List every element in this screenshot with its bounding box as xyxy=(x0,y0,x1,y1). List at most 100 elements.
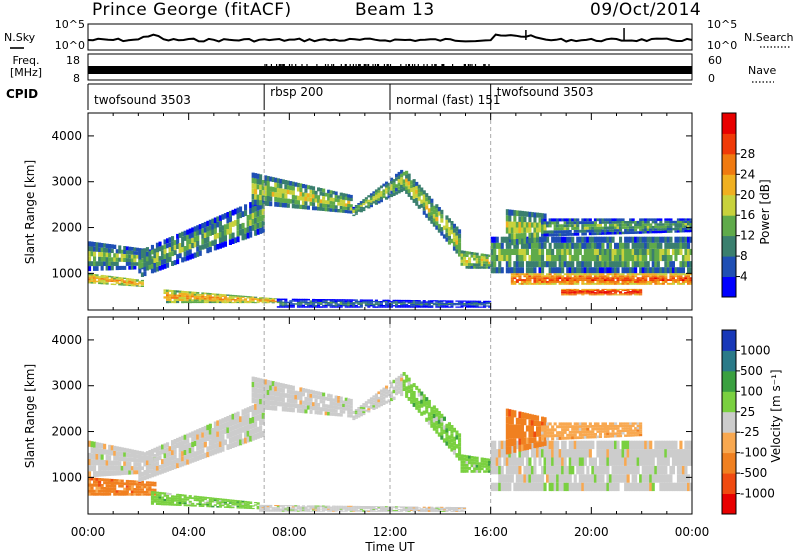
range-cell xyxy=(624,255,628,262)
range-cell xyxy=(286,203,290,208)
range-cell xyxy=(103,465,107,471)
range-cell xyxy=(392,305,396,307)
range-cell xyxy=(382,508,386,509)
range-cell xyxy=(621,231,625,235)
range-cell xyxy=(596,223,600,227)
range-cell xyxy=(312,509,316,511)
range-cell xyxy=(475,258,479,261)
range-cell xyxy=(234,424,238,430)
range-cell xyxy=(687,255,691,262)
range-cell xyxy=(513,227,517,234)
range-cell xyxy=(349,304,353,307)
range-cell xyxy=(427,195,431,200)
range-cell xyxy=(614,231,618,235)
range-cell xyxy=(687,230,691,233)
range-cell xyxy=(198,301,202,304)
range-cell xyxy=(231,436,235,443)
range-cell xyxy=(319,203,323,207)
range-cell xyxy=(598,242,602,249)
range-cell xyxy=(624,279,628,281)
range-cell xyxy=(425,301,429,303)
range-cell xyxy=(259,174,263,180)
range-cell xyxy=(299,400,303,405)
range-cell xyxy=(332,401,336,406)
range-cell xyxy=(100,478,104,482)
range-cell xyxy=(681,261,685,268)
range-cell xyxy=(271,510,275,512)
range-cell xyxy=(216,501,220,503)
range-cell xyxy=(105,252,109,258)
range-cell xyxy=(385,302,389,304)
range-cell xyxy=(480,258,484,262)
range-cell xyxy=(281,298,285,301)
range-cell xyxy=(593,292,597,294)
range-cell xyxy=(452,510,456,512)
range-cell xyxy=(347,398,351,402)
range-cell xyxy=(412,179,416,184)
range-cell xyxy=(196,230,200,236)
range-cell xyxy=(286,507,290,509)
range-cell xyxy=(239,422,243,428)
range-cell xyxy=(616,226,620,230)
range-cell xyxy=(493,248,497,255)
range-cell xyxy=(256,382,260,389)
range-cell xyxy=(568,261,572,268)
range-cell xyxy=(608,294,612,296)
range-cell xyxy=(367,507,371,508)
range-cell xyxy=(583,224,587,227)
range-cell xyxy=(641,273,645,276)
range-cell xyxy=(249,202,253,208)
range-cell xyxy=(206,497,210,499)
range-cell xyxy=(568,242,572,249)
frequency-dot xyxy=(442,64,444,66)
range-cell xyxy=(98,279,102,281)
range-cell xyxy=(676,223,680,226)
range-cell xyxy=(649,225,653,229)
range-cell xyxy=(88,489,92,493)
range-cell xyxy=(546,221,550,225)
range-cell xyxy=(339,413,343,417)
range-cell xyxy=(181,247,185,253)
range-cell xyxy=(377,399,381,403)
range-cell xyxy=(161,468,165,474)
range-cell xyxy=(473,456,477,460)
range-cell xyxy=(390,306,394,308)
range-cell xyxy=(213,223,217,229)
range-cell xyxy=(563,279,567,281)
range-cell xyxy=(279,183,283,189)
range-cell xyxy=(208,299,212,302)
range-cell xyxy=(523,222,527,228)
frequency-dot xyxy=(372,64,374,66)
range-cell xyxy=(203,238,207,244)
range-cell xyxy=(601,273,605,276)
range-cell xyxy=(271,509,275,511)
range-cell xyxy=(332,408,336,413)
range-cell xyxy=(339,505,343,507)
range-cell xyxy=(566,236,570,243)
range-cell xyxy=(261,300,265,302)
range-cell xyxy=(422,402,426,407)
range-cell xyxy=(314,301,318,304)
range-cell xyxy=(586,226,590,230)
range-cell xyxy=(488,264,492,267)
range-cell xyxy=(533,277,537,280)
range-cell xyxy=(636,220,640,224)
range-cell xyxy=(548,242,552,249)
range-cell xyxy=(110,445,114,451)
range-cell xyxy=(294,303,298,305)
range-cell xyxy=(551,261,555,268)
range-cell xyxy=(548,218,552,222)
range-cell xyxy=(203,496,207,499)
range-cell xyxy=(254,189,258,195)
range-cell xyxy=(231,232,235,239)
range-cell xyxy=(533,267,537,274)
range-cell xyxy=(480,457,484,460)
range-cell xyxy=(357,306,361,308)
range-cell xyxy=(108,460,112,466)
range-cell xyxy=(417,507,421,509)
range-cell xyxy=(465,306,469,308)
range-cell xyxy=(410,300,414,302)
range-cell xyxy=(664,277,668,280)
range-cell xyxy=(236,505,240,508)
range-cell xyxy=(588,288,592,290)
